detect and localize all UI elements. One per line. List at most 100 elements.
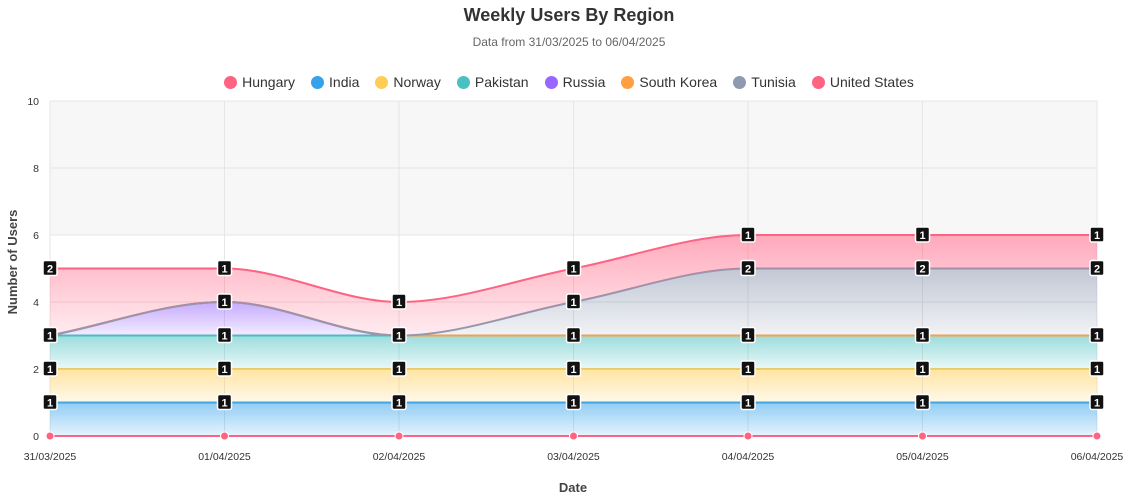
data-label-box <box>740 393 756 411</box>
data-label-pakistan: 1 <box>42 326 58 344</box>
data-label-value: 1 <box>919 364 925 376</box>
data-label-value: 1 <box>745 398 751 410</box>
x-tick-label: 05/04/2025 <box>896 451 949 463</box>
data-label-pakistan: 1 <box>216 326 233 344</box>
legend-label: Russia <box>562 74 606 90</box>
data-label-box <box>740 226 756 243</box>
data-label-united-states: 1 <box>565 259 582 277</box>
data-label-box <box>391 293 407 310</box>
data-label-value: 1 <box>570 398 576 410</box>
data-label-box <box>391 393 407 411</box>
data-label-value: 1 <box>1094 364 1100 376</box>
legend-swatch <box>456 75 470 89</box>
data-label-value: 1 <box>745 331 751 343</box>
data-label-value: 1 <box>745 230 751 242</box>
data-label-box <box>565 360 582 377</box>
data-label-value: 1 <box>221 398 227 410</box>
legend-item-pakistan[interactable]: Pakistan <box>456 74 529 90</box>
legend-swatch <box>224 75 238 89</box>
point-hungary[interactable] <box>394 431 404 441</box>
y-axis-ticks: 0 2 4 6 8 10 <box>27 96 39 443</box>
legend-swatch <box>544 75 558 89</box>
data-label-value: 1 <box>919 398 925 410</box>
data-label-value: 1 <box>919 331 925 343</box>
legend-item-united-states[interactable]: United States <box>811 74 914 90</box>
data-label-box <box>1089 360 1105 377</box>
legend-item-tunisia[interactable]: Tunisia <box>733 74 796 90</box>
data-label-pakistan: 1 <box>1089 326 1105 344</box>
data-label-norway: 1 <box>914 360 931 377</box>
x-tick-label: 31/03/2025 <box>24 451 77 463</box>
y-tick-label: 0 <box>33 431 39 443</box>
point-hungary[interactable] <box>918 431 927 441</box>
data-label-value: 1 <box>396 297 402 309</box>
data-label-box <box>42 259 58 277</box>
data-label-box <box>914 393 931 411</box>
data-label-box <box>740 259 756 277</box>
data-label-india: 1 <box>1089 393 1105 411</box>
data-label-value: 1 <box>570 297 576 309</box>
legend-label: Norway <box>393 74 441 90</box>
data-label-india: 1 <box>740 393 756 411</box>
legend-item-russia[interactable]: Russia <box>544 74 606 90</box>
markers <box>45 431 1102 441</box>
point-hungary[interactable] <box>1092 431 1102 441</box>
point-hungary[interactable] <box>569 431 578 441</box>
data-label-india: 1 <box>216 393 233 411</box>
data-label-value: 1 <box>47 331 53 343</box>
data-label-value: 1 <box>1094 331 1100 343</box>
data-label-india: 1 <box>42 393 58 411</box>
data-label-box <box>391 326 407 344</box>
data-label-norway: 1 <box>391 360 407 377</box>
point-hungary[interactable] <box>743 431 753 441</box>
data-label-value: 1 <box>396 331 402 343</box>
data-label-value: 1 <box>745 364 751 376</box>
chart-subtitle: Data from 31/03/2025 to 06/04/2025 <box>472 35 666 49</box>
data-label-value: 1 <box>221 264 227 276</box>
y-axis-label: Number of Users <box>5 210 20 315</box>
data-label-box <box>42 393 58 411</box>
data-label-india: 1 <box>391 393 407 411</box>
data-label-pakistan: 1 <box>914 326 931 344</box>
data-label-box <box>391 360 407 377</box>
data-label-box <box>42 326 58 344</box>
data-label-value: 1 <box>1094 398 1100 410</box>
data-label-value: 2 <box>919 264 925 276</box>
data-label-value: 1 <box>570 364 576 376</box>
data-label-value: 2 <box>745 264 751 276</box>
legend-label: Hungary <box>242 74 296 90</box>
data-label-box <box>740 360 756 377</box>
y-tick-label: 2 <box>33 364 39 376</box>
data-label-box <box>565 393 582 411</box>
data-label-value: 1 <box>47 398 53 410</box>
legend-swatch <box>311 75 325 89</box>
data-label-value: 1 <box>919 230 925 242</box>
legend-item-india[interactable]: India <box>311 74 359 90</box>
x-tick-label: 01/04/2025 <box>198 451 251 463</box>
data-label-box <box>216 393 233 411</box>
data-label-united-states: 2 <box>42 259 58 277</box>
legend-swatch <box>811 75 825 89</box>
data-label-box <box>1089 259 1105 277</box>
data-label-box <box>914 360 931 377</box>
legend-label: Pakistan <box>474 74 529 90</box>
data-label-tunisia: 2 <box>914 259 931 277</box>
data-label-pakistan: 1 <box>565 326 582 344</box>
legend-item-south-korea[interactable]: South Korea <box>621 74 717 90</box>
y-tick-label: 8 <box>33 163 39 175</box>
legend-item-hungary[interactable]: Hungary <box>224 74 295 90</box>
data-label-box <box>914 259 931 277</box>
data-label-value: 1 <box>47 364 53 376</box>
x-tick-label: 02/04/2025 <box>373 451 426 463</box>
legend-item-norway[interactable]: Norway <box>375 74 441 90</box>
data-label-norway: 1 <box>42 360 58 377</box>
point-hungary[interactable] <box>45 431 55 441</box>
data-label-pakistan: 1 <box>391 326 407 344</box>
legend: Hungary India Norway Pakistan Russia South Ko… <box>0 74 1138 90</box>
area-united-states <box>50 235 1097 336</box>
point-hungary[interactable] <box>220 431 229 441</box>
area-norway <box>50 369 1097 403</box>
data-label-box <box>216 326 233 344</box>
data-label-united-states: 1 <box>391 293 407 310</box>
